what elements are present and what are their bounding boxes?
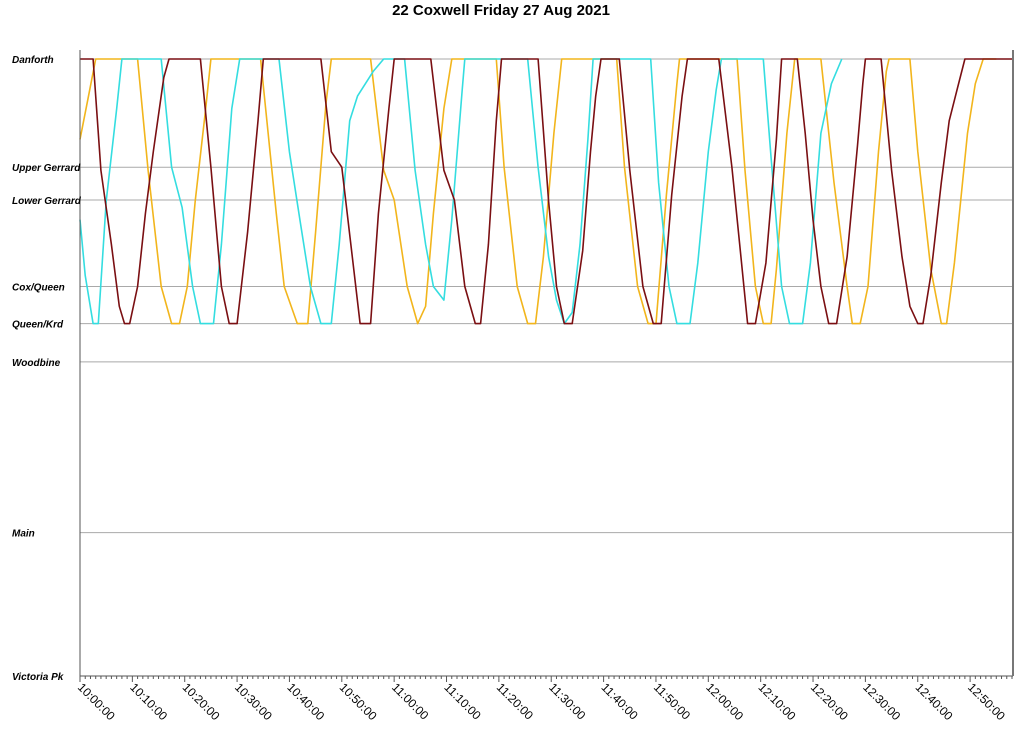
x-tick-label: 11:30:00 [546, 680, 589, 723]
x-tick-label: 12:50:00 [965, 680, 1008, 723]
stop-label: Woodbine [12, 358, 61, 369]
x-tick-label: 12:10:00 [756, 680, 799, 723]
stop-labels: Danforth Upper Gerrard Lower Gerrard Cox/Qu… [12, 55, 82, 683]
stop-label: Cox/Queen [12, 283, 65, 294]
x-tick-label: 10:10:00 [127, 680, 170, 723]
axes [79, 50, 1014, 682]
x-tick-label: 11:50:00 [651, 680, 694, 723]
stop-label: Queen/Krd [12, 320, 64, 331]
x-tick-label: 10:00:00 [75, 680, 118, 723]
x-tick-label: 10:30:00 [232, 680, 275, 723]
x-tick-label: 11:40:00 [598, 680, 641, 723]
x-tick-label: 11:00:00 [389, 680, 432, 723]
series-line-2 [79, 58, 843, 325]
stop-label: Lower Gerrard [12, 196, 82, 207]
series-line-3 [80, 58, 1012, 325]
grid-lines [80, 58, 1012, 534]
stop-label: Victoria Pk [12, 672, 64, 683]
x-tick-label: 12:20:00 [808, 680, 851, 723]
x-tick-label: 12:00:00 [703, 680, 746, 723]
x-tick-label: 11:20:00 [494, 680, 537, 723]
x-tick-label: 12:30:00 [860, 680, 903, 723]
x-tick-label: 11:10:00 [441, 680, 484, 723]
stop-label: Upper Gerrard [12, 163, 81, 174]
chart-title: 22 Coxwell Friday 27 Aug 2021 [392, 2, 610, 19]
stop-label: Danforth [12, 55, 54, 66]
time-tick-labels: 10:00:00 10:10:00 10:20:00 10:30:00 10:40:00… [75, 680, 1008, 723]
series-lines [79, 58, 1012, 325]
x-tick-label: 10:40:00 [284, 680, 327, 723]
stop-label: Main [12, 529, 35, 540]
x-tick-label: 12:40:00 [913, 680, 956, 723]
x-tick-label: 10:20:00 [180, 680, 223, 723]
x-tick-label: 10:50:00 [337, 680, 380, 723]
